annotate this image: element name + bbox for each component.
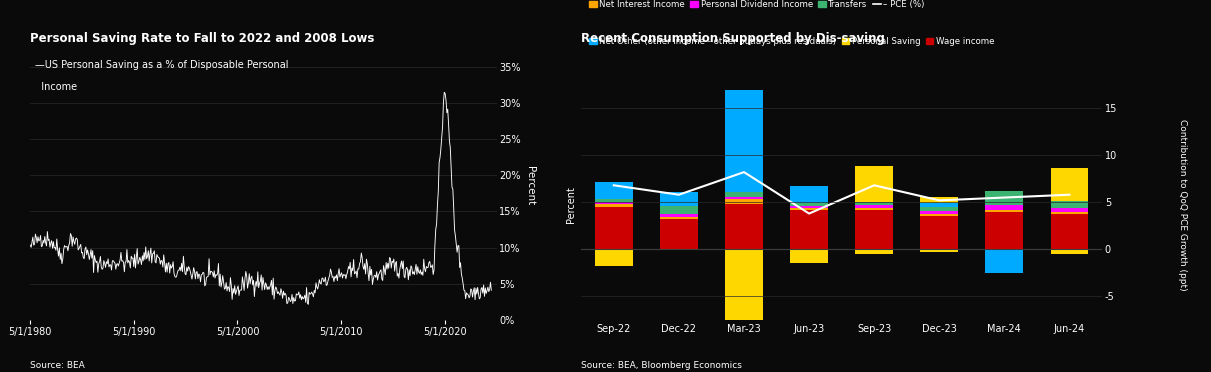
Text: Recent Consumption Supported by Dis-saving: Recent Consumption Supported by Dis-savi… <box>581 32 885 45</box>
Bar <box>986 249 1023 273</box>
Bar <box>986 205 1023 210</box>
Bar <box>660 217 698 219</box>
Bar <box>1051 249 1089 254</box>
Bar <box>791 210 828 249</box>
Text: Personal Saving Rate to Fall to 2022 and 2008 Lows: Personal Saving Rate to Fall to 2022 and… <box>30 32 374 45</box>
Bar <box>1051 214 1089 249</box>
Bar <box>986 191 1023 205</box>
Bar <box>920 197 958 203</box>
Bar <box>920 211 958 215</box>
Bar <box>791 186 828 203</box>
Bar <box>725 196 763 199</box>
Bar <box>595 207 632 249</box>
Bar <box>855 202 893 205</box>
Bar <box>855 210 893 249</box>
Text: Source: BEA: Source: BEA <box>30 361 85 370</box>
Bar <box>920 215 958 217</box>
Text: —US Personal Saving as a % of Disposable Personal: —US Personal Saving as a % of Disposable… <box>35 60 288 70</box>
Y-axis label: Contribution to QoQ PCE Growth (ppt): Contribution to QoQ PCE Growth (ppt) <box>1177 119 1187 291</box>
Bar <box>1051 168 1089 201</box>
Legend: Net Other (other income - other outlays plus residuals), Personal Saving, Wage i: Net Other (other income - other outlays … <box>586 33 998 49</box>
Bar <box>791 206 828 208</box>
Bar <box>855 208 893 210</box>
Bar <box>920 208 958 211</box>
Bar <box>595 202 632 204</box>
Bar <box>660 214 698 217</box>
Bar <box>920 249 958 252</box>
Bar <box>595 199 632 202</box>
Bar <box>986 210 1023 212</box>
Bar <box>725 249 763 320</box>
Bar <box>725 90 763 192</box>
Bar <box>725 199 763 204</box>
Bar <box>595 204 632 207</box>
Bar <box>855 205 893 208</box>
Text: Source: BEA, Bloomberg Economics: Source: BEA, Bloomberg Economics <box>581 361 742 370</box>
Bar <box>595 182 632 199</box>
Bar <box>1051 208 1089 212</box>
Bar <box>920 217 958 249</box>
Y-axis label: Percent: Percent <box>524 166 535 206</box>
Bar <box>660 219 698 249</box>
Bar <box>660 206 698 214</box>
Bar <box>660 192 698 206</box>
Bar <box>725 204 763 249</box>
Bar <box>1051 212 1089 214</box>
Bar <box>1051 201 1089 208</box>
Bar <box>725 192 763 196</box>
Bar <box>791 203 828 206</box>
Text: Income: Income <box>35 81 78 92</box>
Bar <box>595 249 632 266</box>
Bar <box>855 166 893 202</box>
Bar <box>855 249 893 254</box>
Y-axis label: Percent: Percent <box>566 186 575 223</box>
Bar <box>986 212 1023 249</box>
Bar <box>920 203 958 208</box>
Bar <box>791 249 828 263</box>
Bar <box>791 208 828 210</box>
